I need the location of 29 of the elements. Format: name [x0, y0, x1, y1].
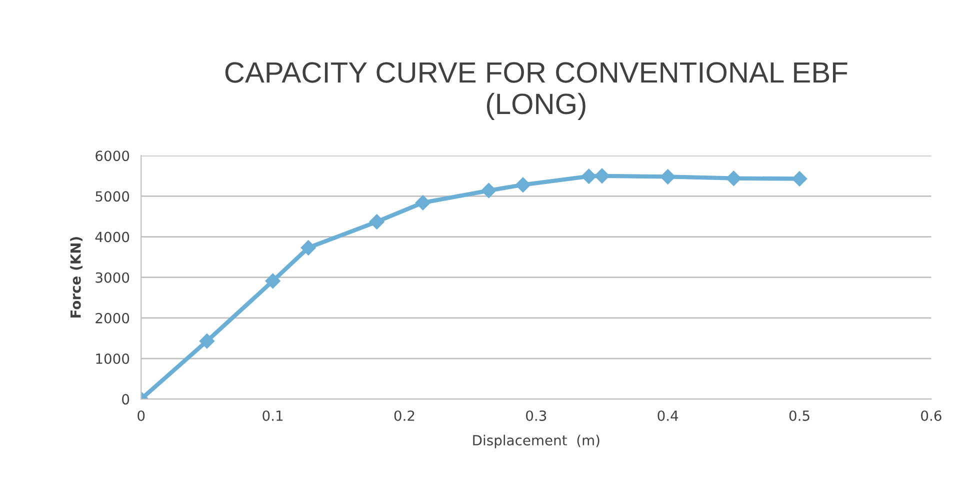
chart-title: CAPACITY CURVE FOR CONVENTIONAL EBF (LONG)	[225, 62, 848, 120]
x-tick-label: 0.2	[394, 410, 414, 421]
point	[726, 170, 742, 186]
x-tick-label: 0	[138, 410, 145, 421]
y-tick-label: 3000	[96, 272, 130, 283]
point	[300, 240, 316, 256]
y-axis-title: Force (KN)	[70, 237, 82, 318]
x-tick-label: 0.1	[262, 410, 283, 421]
x-axis-title: Displacement (m)	[473, 434, 600, 448]
point	[265, 273, 280, 289]
point	[594, 168, 610, 184]
point	[481, 182, 496, 198]
y-tick-label: 0	[122, 394, 130, 405]
point	[581, 168, 596, 184]
y-tick-label: 5000	[96, 191, 130, 202]
point	[415, 195, 430, 210]
point	[792, 171, 808, 186]
x-tick-label: 0.3	[526, 410, 546, 421]
point	[515, 177, 531, 192]
y-tick-label: 1000	[96, 353, 130, 364]
x-tick-label: 0.5	[789, 410, 810, 421]
x-tick-label: 0.6	[921, 410, 942, 421]
point	[199, 333, 215, 349]
point	[660, 169, 676, 184]
point	[369, 214, 384, 230]
x-tick-label: 0.4	[658, 410, 678, 421]
y-tick-label: 2000	[96, 312, 130, 324]
y-tick-label: 6000	[96, 150, 130, 162]
y-tick-label: 4000	[95, 232, 130, 242]
